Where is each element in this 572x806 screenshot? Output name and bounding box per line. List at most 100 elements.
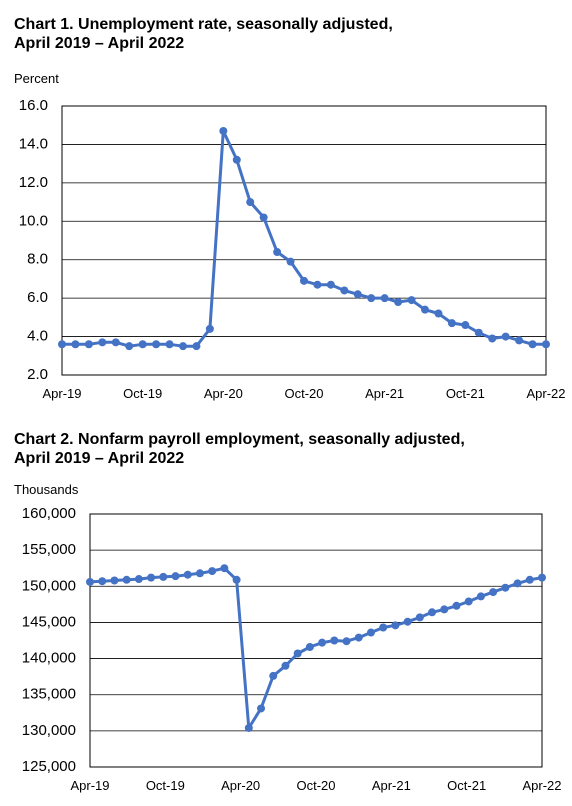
chart2-data-point [476, 592, 485, 601]
chart2-x-tick-label: Oct-20 [296, 778, 335, 793]
chart1-data-point [179, 342, 187, 351]
chart1-data-point [84, 340, 93, 349]
chart2-data-point [330, 636, 339, 645]
chart1-data-point [232, 155, 241, 164]
chart1-series-line [62, 129, 546, 348]
chart2-data-point [379, 623, 388, 632]
chart1-data-point [542, 340, 550, 349]
chart2-x-tick-label: Apr-21 [372, 778, 411, 793]
chart1-data-point [421, 305, 429, 314]
chart2-y-tick-label: 140,000 [22, 650, 76, 667]
chart1-data-point [246, 198, 255, 207]
chart2-data-point [293, 649, 302, 658]
chart1-data-point [205, 324, 214, 333]
chart1-data-point [286, 257, 295, 266]
chart1-data-point [98, 338, 107, 347]
chart1-data-point [461, 321, 470, 330]
chart1-data-point [326, 280, 335, 289]
chart2-data-point [86, 577, 94, 586]
chart1-data-point [340, 286, 349, 295]
chart1-data-point [300, 276, 308, 285]
chart2-data-point [489, 588, 498, 597]
chart1-y-tick-label: 8.0 [27, 251, 48, 268]
chart2-x-tick-label: Apr-22 [522, 778, 561, 793]
chart2-data-point [318, 638, 327, 647]
chart1-x-tick-label: Apr-22 [526, 386, 565, 401]
chart2-data-point [183, 570, 192, 579]
chart1-title: Chart 1. Unemployment rate, seasonally a… [14, 15, 393, 53]
chart1-data-point [434, 309, 443, 318]
chart2-title: Chart 2. Nonfarm payroll employment, sea… [14, 430, 465, 468]
chart1-y-tick-label: 4.0 [27, 328, 48, 345]
chart2-data-point [244, 723, 253, 732]
chart2-data-point [403, 617, 412, 626]
chart2-subtitle: April 2019 – April 2022 [14, 450, 185, 467]
chart2-data-point [440, 605, 449, 614]
chart2-y-tick-label: 125,000 [22, 758, 76, 775]
chart2-data-point [208, 567, 217, 576]
chart2-data-point [305, 643, 314, 652]
chart2-x-tick-label: Apr-19 [70, 778, 109, 793]
chart2-series-line [89, 566, 543, 730]
chart1-data-point [501, 332, 510, 341]
chart2-data-point [391, 621, 400, 630]
chart2-title-line1: Chart 2. Nonfarm payroll employment, sea… [14, 431, 465, 448]
chart1-y-unit-label: Percent [14, 71, 59, 86]
chart1-data-point [58, 340, 66, 349]
chart2-data-point [134, 575, 143, 584]
chart2-data-point [415, 613, 424, 622]
chart2-y-tick-label: 155,000 [22, 541, 76, 558]
chart1-title-line1: Chart 1. Unemployment rate, seasonally a… [14, 16, 393, 33]
chart2-data-point [110, 576, 119, 585]
chart1-data-point [313, 280, 322, 289]
chart1-data-point [111, 338, 120, 347]
chart2-data-point [501, 583, 510, 592]
chart2-data-point [366, 628, 375, 637]
chart1-y-tick-label: 14.0 [19, 135, 48, 152]
chart1-x-tick-label: Oct-20 [284, 386, 323, 401]
chart1-data-point [165, 340, 174, 349]
chart1-data-point [273, 248, 282, 257]
chart1-data-point [488, 334, 497, 343]
chart1-x-tick-label: Apr-19 [42, 386, 81, 401]
chart2-data-point [513, 579, 522, 588]
chart2-data-point [147, 573, 156, 582]
chart1-data-point [407, 296, 416, 305]
chart1-x-tick-label: Oct-21 [446, 386, 485, 401]
chart1-data-point [152, 340, 161, 349]
chart1-data-point [515, 336, 524, 345]
chart1-data-point [474, 328, 483, 337]
chart1-y-tick-label: 2.0 [27, 366, 48, 383]
chart2-y-tick-label: 130,000 [22, 722, 76, 739]
chart2-x-tick-label: Oct-21 [447, 778, 486, 793]
chart1-data-point [219, 126, 228, 135]
chart2-y-tick-label: 145,000 [22, 613, 76, 630]
chart2-y-tick-label: 160,000 [22, 505, 76, 522]
chart2-data-point [342, 637, 351, 646]
chart1-data-point [394, 297, 403, 306]
chart1-y-tick-label: 10.0 [19, 212, 48, 229]
chart2-data-point [122, 575, 131, 584]
chart1-plot-frame [61, 105, 547, 376]
chart2-data-point [159, 572, 168, 581]
chart2-data-point [428, 608, 437, 617]
chart2-plot-frame [89, 513, 543, 768]
chart1-data-point [192, 342, 201, 351]
chart1-data-point [138, 340, 147, 349]
chart1-x-tick-label: Apr-21 [365, 386, 404, 401]
chart2-data-point [354, 633, 363, 642]
chart2-data-point [232, 575, 241, 584]
chart1-y-tick-label: 16.0 [19, 97, 48, 114]
chart1-subtitle: April 2019 – April 2022 [14, 35, 185, 52]
chart2-y-tick-label: 135,000 [22, 686, 76, 703]
chart1-data-point [353, 290, 362, 299]
chart2-data-point [525, 575, 534, 584]
chart2-x-tick-label: Apr-20 [221, 778, 260, 793]
chart2-y-tick-label: 150,000 [22, 577, 76, 594]
chart1-y-tick-label: 12.0 [19, 174, 48, 191]
chart2-data-point [464, 597, 473, 606]
chart1-x-tick-label: Oct-19 [123, 386, 162, 401]
chart1-data-point [380, 294, 389, 303]
chart1-data-point [71, 340, 80, 349]
